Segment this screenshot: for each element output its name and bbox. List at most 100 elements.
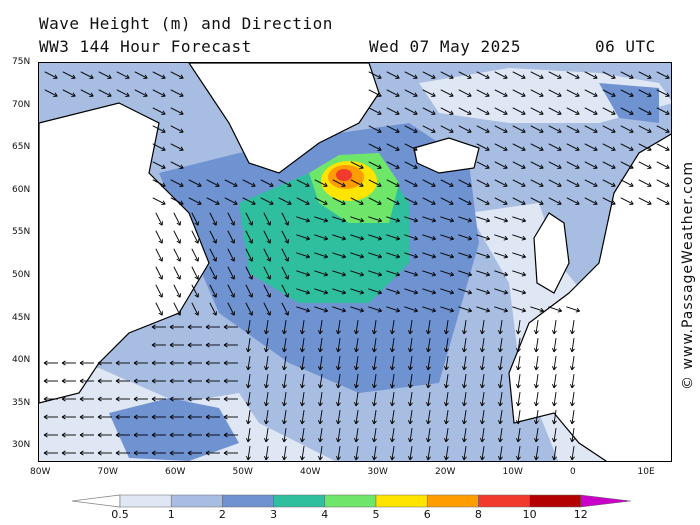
wave-arrow	[445, 356, 449, 370]
wave-arrow	[242, 179, 256, 187]
wave-arrow-head	[198, 200, 202, 205]
wave-arrow	[458, 270, 472, 276]
wave-arrow-head	[432, 307, 436, 312]
wave-arrow	[206, 197, 220, 205]
wave-arrow-head	[108, 92, 112, 97]
wave-arrow-head	[648, 128, 652, 133]
wave-arrow-head	[431, 220, 436, 223]
wave-arrow-head	[504, 235, 508, 240]
wave-arrow	[584, 71, 598, 79]
wave-arrow	[409, 320, 413, 334]
wave-arrow	[476, 288, 490, 294]
wave-arrow-head	[432, 182, 436, 187]
wave-arrow-head	[390, 420, 393, 425]
wave-arrow-head	[341, 238, 346, 241]
wave-arrow-head	[521, 310, 526, 313]
wave-arrow	[571, 428, 575, 442]
wave-arrow	[427, 338, 431, 352]
wave-arrow	[368, 107, 382, 115]
wave-arrow-head	[373, 438, 377, 443]
wave-arrow-head	[558, 307, 562, 312]
wave-arrow-head	[151, 432, 156, 436]
wave-arrow-head	[230, 276, 235, 280]
wave-arrow	[422, 89, 436, 97]
wave-arrow-head	[516, 456, 519, 461]
greenland-landmass	[188, 63, 380, 174]
wave-direction-arrows	[43, 71, 670, 461]
wave-arrow-head	[97, 416, 102, 420]
wave-arrow-head	[390, 330, 393, 335]
wave-arrow-head	[223, 434, 228, 438]
wave-arrow-head	[463, 456, 467, 461]
wave-arrow	[535, 410, 539, 424]
wave-arrow-head	[427, 384, 431, 389]
wave-arrow	[571, 374, 575, 388]
wave-arrow-head	[498, 420, 501, 425]
wave-arrow	[173, 212, 181, 226]
wave-arrow-head	[557, 310, 562, 313]
wave-arrow-head	[270, 182, 274, 187]
wave-arrow-head	[79, 380, 84, 384]
wave-zone-2-3m-north	[599, 83, 659, 123]
wave-arrow-head	[450, 200, 454, 205]
wave-arrow-head	[360, 217, 364, 222]
lon-label: 30W	[367, 467, 388, 477]
wave-arrow-head	[594, 182, 598, 187]
wave-arrow	[584, 107, 598, 115]
wave-arrow-head	[264, 348, 267, 353]
wave-arrow	[265, 338, 269, 352]
wave-arrow-head	[427, 402, 431, 407]
wave-arrow-head	[162, 74, 166, 79]
wave-arrow	[281, 212, 289, 226]
wave-arrow-head	[169, 324, 174, 328]
wave-arrow	[481, 356, 485, 370]
wave-arrow-head	[115, 378, 120, 382]
wave-arrow-head	[323, 310, 328, 313]
wave-arrow	[481, 392, 485, 406]
wave-arrow-head	[378, 74, 382, 79]
wave-arrow-head	[391, 384, 395, 389]
wave-arrow-head	[570, 348, 573, 353]
wave-arrow-head	[408, 384, 411, 389]
wave-arrow-head	[223, 452, 228, 456]
wave-arrow	[170, 179, 184, 187]
wave-arrow-head	[409, 402, 413, 407]
wave-arrow	[44, 89, 58, 97]
wave-arrow-head	[176, 258, 181, 262]
wave-arrow-head	[306, 271, 310, 276]
wave-arrow-head	[540, 110, 544, 115]
wave-arrow-head	[61, 398, 66, 402]
wave-arrow-head	[431, 310, 436, 313]
wave-arrow	[373, 356, 377, 370]
wave-arrow	[265, 356, 269, 370]
wave-arrow	[517, 392, 521, 406]
wave-arrow	[602, 89, 616, 97]
colorbar-label: 0.5	[111, 508, 129, 521]
colorbar-swatch	[170, 494, 223, 508]
wave-arrow-head	[187, 450, 192, 454]
wave-arrow	[620, 161, 634, 169]
wave-arrow-head	[162, 182, 166, 187]
wave-arrow-head	[133, 452, 138, 456]
wave-arrow	[476, 306, 490, 312]
wave-arrow-head	[468, 217, 472, 222]
wave-arrow-head	[336, 420, 339, 425]
wave-arrow-head	[187, 380, 192, 384]
wave-arrow-head	[409, 366, 413, 371]
wave-arrow	[314, 179, 328, 187]
wave-arrow-head	[301, 330, 305, 335]
wave-arrow-head	[396, 289, 400, 294]
wave-arrow-head	[318, 438, 321, 443]
wave-arrow	[427, 374, 431, 388]
wave-arrow	[422, 179, 436, 187]
wave-arrow	[332, 197, 346, 205]
wave-arrow	[494, 197, 508, 205]
wave-arrow-head	[481, 330, 485, 335]
british-isles-landmass	[533, 212, 570, 294]
wave-arrow-head	[390, 438, 393, 443]
wave-arrow-head	[486, 235, 490, 240]
wave-arrow-head	[247, 420, 251, 425]
wave-arrow-head	[534, 384, 537, 389]
wave-arrow-head	[450, 182, 454, 187]
wave-arrow-head	[216, 200, 220, 205]
